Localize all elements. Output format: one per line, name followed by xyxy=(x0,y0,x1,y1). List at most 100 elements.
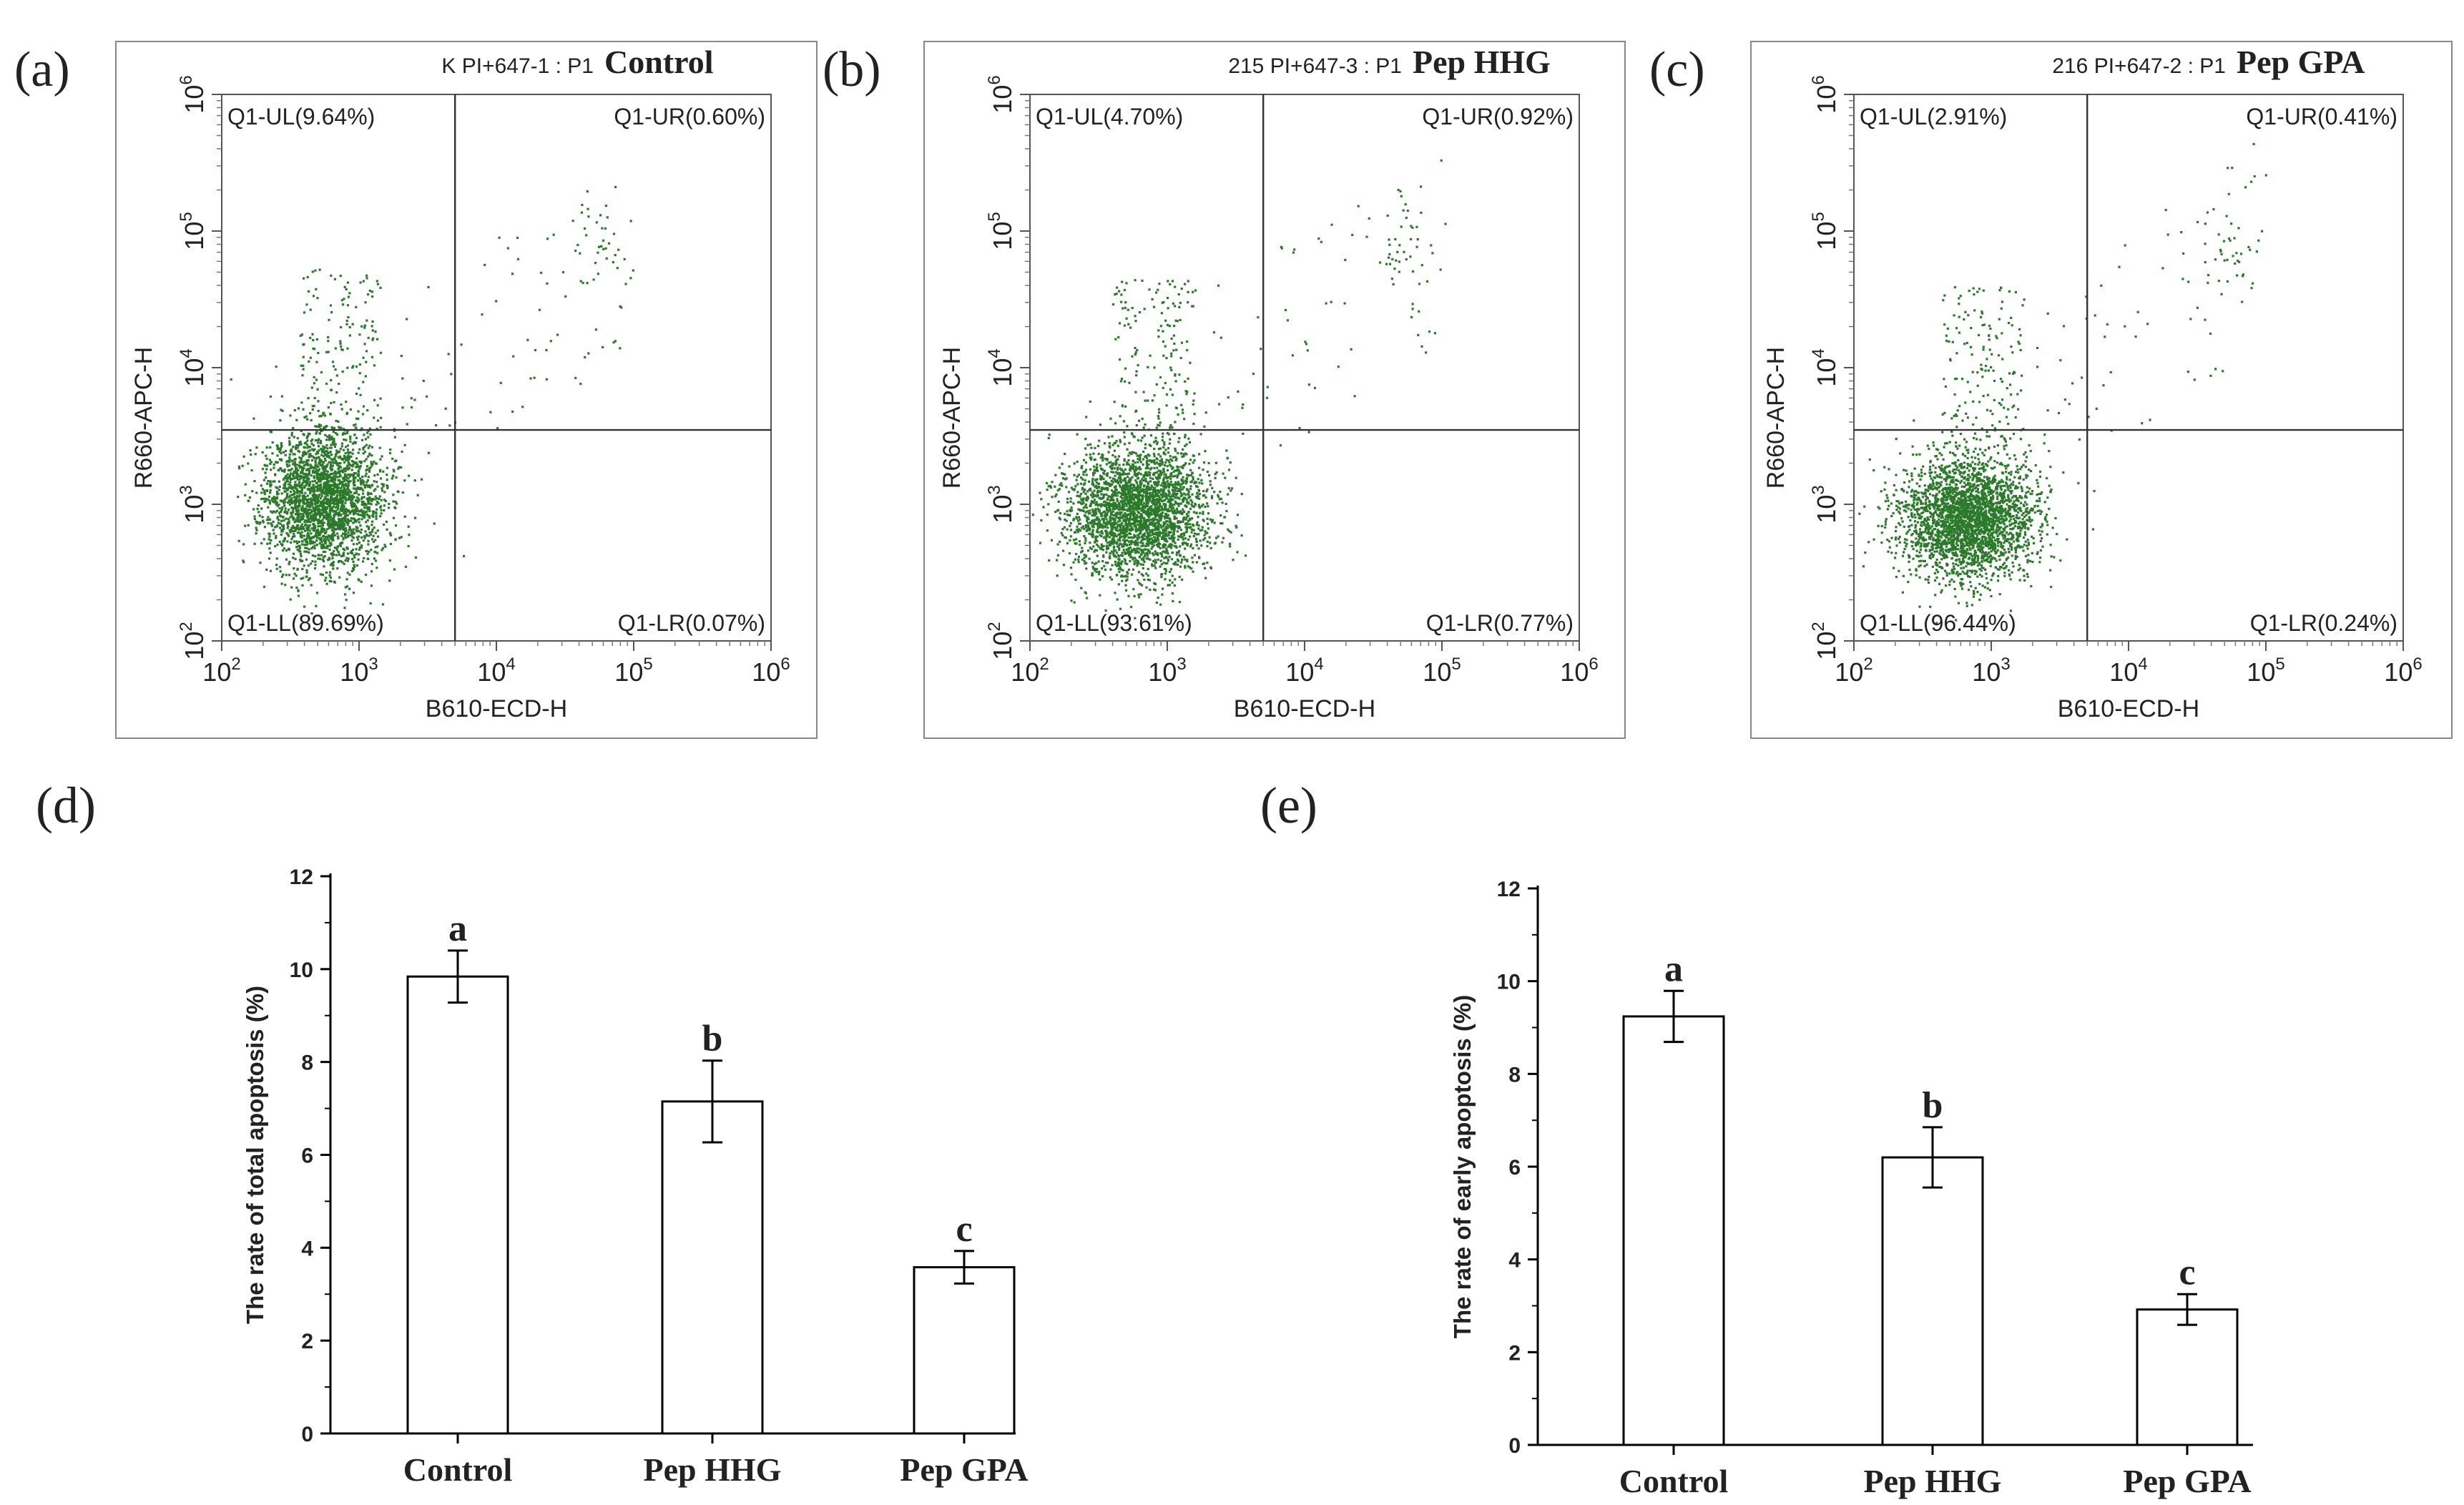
data-point xyxy=(328,486,330,489)
data-point xyxy=(1094,459,1096,461)
data-point xyxy=(323,510,325,512)
data-point xyxy=(614,340,617,342)
data-point xyxy=(341,485,343,487)
data-point xyxy=(1217,502,1219,504)
data-point xyxy=(1078,516,1080,518)
data-point xyxy=(1154,455,1156,457)
data-point xyxy=(301,487,303,489)
data-point xyxy=(359,363,361,366)
data-point xyxy=(332,493,334,495)
data-point xyxy=(335,432,337,434)
data-point xyxy=(1068,491,1070,493)
data-point xyxy=(1051,496,1054,498)
data-point xyxy=(574,377,576,379)
data-point xyxy=(602,248,604,250)
data-point xyxy=(325,540,327,542)
data-point xyxy=(363,513,365,515)
data-point xyxy=(1114,592,1116,594)
data-point xyxy=(283,504,285,506)
data-point xyxy=(1182,539,1184,541)
data-point xyxy=(1174,584,1176,587)
data-point xyxy=(278,481,280,483)
data-point xyxy=(1206,545,1208,547)
data-point xyxy=(376,509,378,511)
data-point xyxy=(303,535,305,537)
data-point xyxy=(1090,447,1092,449)
data-point xyxy=(339,501,341,504)
data-point xyxy=(347,572,349,574)
data-point xyxy=(312,480,314,482)
data-point xyxy=(380,417,382,419)
data-point xyxy=(1082,474,1084,476)
data-point xyxy=(368,447,370,449)
data-point xyxy=(1192,476,1194,479)
data-point xyxy=(1159,421,1162,423)
data-point xyxy=(303,476,305,479)
data-point xyxy=(345,533,347,535)
data-point xyxy=(294,491,296,494)
data-point xyxy=(355,548,358,550)
data-point xyxy=(315,505,317,507)
data-point xyxy=(1127,448,1129,451)
data-point xyxy=(324,542,326,544)
data-point xyxy=(1132,464,1134,466)
data-point xyxy=(1203,562,1205,564)
data-point xyxy=(376,552,378,554)
data-point xyxy=(1070,535,1072,537)
data-point xyxy=(1169,584,1171,586)
data-point xyxy=(360,281,362,283)
data-point xyxy=(319,534,321,536)
data-point xyxy=(301,333,303,335)
data-point xyxy=(259,521,261,524)
data-point xyxy=(338,456,340,458)
data-point xyxy=(376,504,378,506)
data-point xyxy=(302,505,304,507)
data-point xyxy=(1068,466,1070,468)
data-point xyxy=(329,511,331,513)
data-point xyxy=(300,401,303,403)
data-point xyxy=(312,339,314,341)
data-point xyxy=(1061,534,1064,536)
data-point xyxy=(1197,495,1199,497)
data-point xyxy=(1104,442,1106,444)
data-point xyxy=(311,459,313,461)
data-point xyxy=(365,275,368,277)
data-point xyxy=(401,451,403,453)
data-point xyxy=(288,440,290,442)
data-point xyxy=(325,383,328,385)
data-point xyxy=(323,528,325,530)
data-point xyxy=(288,520,290,522)
data-point xyxy=(1209,484,1212,486)
data-point xyxy=(340,345,342,348)
data-point xyxy=(546,283,548,285)
data-point xyxy=(323,503,325,505)
data-point xyxy=(332,539,334,541)
quadrant-ll-label: Q1-LL(89.69%) xyxy=(227,610,384,636)
data-point xyxy=(1121,502,1124,504)
data-point xyxy=(386,521,388,523)
data-point xyxy=(327,336,329,338)
data-point xyxy=(392,494,394,496)
data-point xyxy=(1176,508,1178,510)
data-point xyxy=(1163,476,1165,479)
data-point xyxy=(393,506,396,509)
data-point xyxy=(403,479,406,481)
data-point xyxy=(358,518,360,520)
data-point xyxy=(346,432,348,434)
data-point xyxy=(1142,564,1144,566)
data-point xyxy=(317,452,319,454)
data-point xyxy=(1117,561,1119,563)
data-point xyxy=(594,262,597,264)
data-point xyxy=(1065,536,1067,539)
data-point xyxy=(292,427,294,429)
data-point xyxy=(1076,433,1079,436)
data-point xyxy=(276,487,278,489)
data-point xyxy=(1202,469,1204,471)
data-point xyxy=(303,446,305,448)
data-point xyxy=(328,455,330,457)
data-point xyxy=(1121,580,1123,582)
data-point xyxy=(1179,486,1182,488)
data-point xyxy=(624,258,626,260)
data-point xyxy=(315,531,318,534)
data-point xyxy=(268,496,270,498)
